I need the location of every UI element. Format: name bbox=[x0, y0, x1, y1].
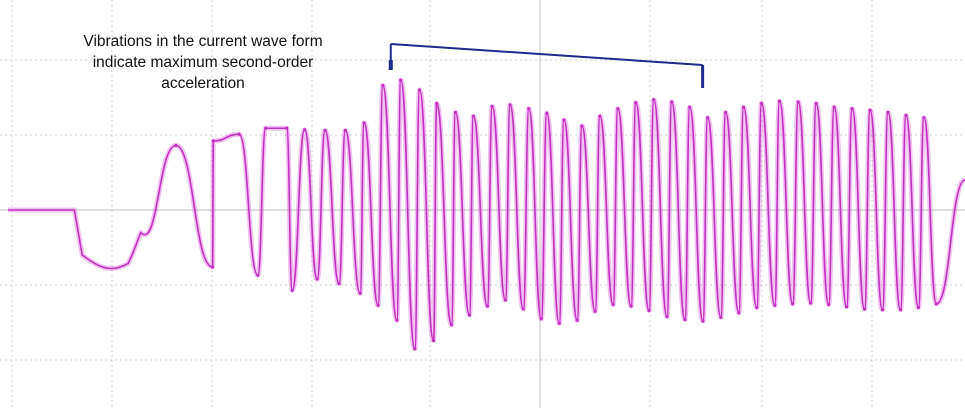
waveform-peak bbox=[886, 110, 890, 115]
waveform-trough bbox=[575, 318, 579, 322]
waveform-trough bbox=[629, 304, 633, 308]
waveform-peak bbox=[562, 118, 566, 122]
waveform-trough bbox=[665, 314, 669, 319]
waveform-trace-line bbox=[8, 79, 965, 350]
waveform-peak bbox=[508, 103, 512, 107]
waveform-peak bbox=[417, 88, 422, 92]
waveform-trough bbox=[683, 317, 687, 322]
waveform-trough bbox=[210, 265, 215, 269]
waveform-peak bbox=[174, 143, 178, 148]
bracket-top-line bbox=[390, 43, 703, 66]
waveform-peak bbox=[723, 110, 728, 115]
annotation-line-1: Vibrations in the current wave form bbox=[83, 33, 323, 50]
waveform-peak bbox=[490, 104, 494, 109]
waveform-trough bbox=[376, 303, 380, 307]
waveform-peak bbox=[904, 113, 908, 118]
waveform-trough bbox=[557, 321, 561, 325]
waveform-trough bbox=[809, 301, 813, 305]
waveform-peak bbox=[922, 116, 926, 120]
waveform-trough bbox=[916, 305, 921, 310]
annotation-bracket bbox=[388, 43, 705, 88]
annotation-text: Vibrations in the current wave form indi… bbox=[18, 31, 388, 94]
waveform-trough bbox=[539, 317, 543, 321]
waveform-peak bbox=[634, 101, 638, 105]
waveform-peak bbox=[850, 107, 854, 111]
waveform-trough bbox=[521, 307, 525, 311]
waveform-peak bbox=[211, 139, 215, 143]
waveform-trough bbox=[719, 315, 723, 319]
waveform-trough bbox=[256, 273, 260, 277]
waveform-peak bbox=[237, 132, 241, 136]
waveform-peak bbox=[399, 78, 403, 82]
waveform-trough bbox=[395, 318, 399, 322]
waveform-trough bbox=[934, 302, 939, 306]
waveform-peak bbox=[303, 128, 307, 132]
annotation-line-3: acceleration bbox=[161, 75, 245, 92]
waveform-trough bbox=[898, 308, 903, 312]
waveform-trough bbox=[593, 309, 597, 313]
waveform-peak bbox=[814, 101, 818, 106]
waveform-peak bbox=[652, 98, 656, 102]
waveform-peak bbox=[741, 105, 746, 109]
waveform-trough bbox=[290, 288, 294, 292]
waveform-trough bbox=[503, 298, 507, 302]
waveform-trough bbox=[791, 302, 795, 306]
waveform-trough bbox=[337, 281, 341, 286]
waveform-trough bbox=[315, 277, 319, 281]
waveform-peak bbox=[453, 110, 458, 115]
waveform-peak bbox=[688, 105, 692, 109]
waveform-trough bbox=[737, 311, 741, 315]
waveform-peak bbox=[580, 124, 584, 128]
waveform-trough bbox=[611, 302, 615, 307]
waveform-trough bbox=[845, 305, 849, 309]
waveform-trace bbox=[8, 77, 965, 352]
waveform-peak bbox=[527, 107, 531, 111]
waveform-trough bbox=[449, 323, 454, 327]
waveform-trough bbox=[701, 319, 705, 323]
waveform-peak bbox=[832, 105, 836, 109]
waveform-trough bbox=[485, 304, 490, 308]
waveform-trough bbox=[467, 313, 472, 317]
waveform-peak bbox=[435, 101, 439, 106]
waveform-trough bbox=[413, 347, 417, 351]
waveform-trough bbox=[647, 308, 651, 313]
waveform-peak bbox=[706, 116, 710, 120]
waveform-peak bbox=[343, 128, 347, 133]
waveform-peak bbox=[616, 107, 620, 111]
waveform-peak bbox=[759, 101, 764, 106]
waveform-peak bbox=[598, 114, 602, 118]
waveform-peak bbox=[323, 128, 327, 133]
annotation-line-2: indicate maximum second-order bbox=[92, 54, 314, 71]
waveform-trough bbox=[773, 303, 777, 307]
waveform-peak bbox=[868, 108, 872, 112]
waveform-peak bbox=[670, 100, 674, 104]
waveform-trough bbox=[358, 291, 362, 295]
waveform-peak bbox=[796, 100, 800, 104]
waveform-peak bbox=[362, 121, 366, 125]
waveform-peak bbox=[777, 99, 782, 103]
waveform-trough bbox=[827, 302, 831, 307]
waveform-trough bbox=[755, 305, 759, 310]
waveform-peak bbox=[381, 83, 385, 88]
waveform-trough bbox=[862, 307, 867, 311]
waveform-peak bbox=[471, 114, 475, 118]
waveform-trough bbox=[880, 308, 885, 312]
waveform-extrema bbox=[174, 78, 939, 351]
waveform-peak bbox=[285, 126, 289, 130]
waveform-trough bbox=[431, 338, 436, 343]
waveform-peak bbox=[545, 111, 549, 115]
waveform-peak bbox=[264, 126, 268, 130]
